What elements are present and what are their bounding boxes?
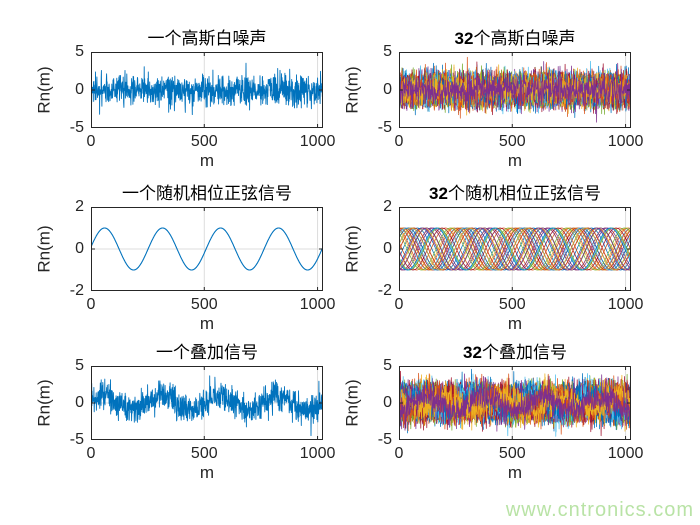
y-axis-label: Rn(m) [342, 379, 362, 427]
plot-title-text: 个高斯白噪声 [473, 29, 576, 48]
plot-canvas [399, 52, 631, 128]
x-tick-label: 1000 [299, 133, 336, 150]
x-tick-label: 500 [498, 296, 526, 313]
x-axis-label: m [507, 314, 523, 333]
y-tick-label: 0 [383, 81, 392, 98]
plot-title-text: 一个高斯白噪声 [147, 29, 267, 48]
y-tick-label: 0 [383, 394, 392, 411]
x-axis-label: m [507, 151, 523, 170]
y-axis-label: Rn(m) [34, 66, 54, 114]
plot-title: 一个叠加信号 [156, 344, 258, 361]
y-tick-label: 0 [383, 240, 392, 257]
x-tick-label: 500 [498, 445, 526, 462]
y-tick-label: -5 [377, 119, 392, 136]
subplot-superimposed-32: 32个叠加信号 Rn(m) m 0 500 1000 -5 0 5 [343, 344, 644, 481]
y-tick-label: 5 [75, 357, 84, 374]
plot-title-count: 32 [463, 343, 482, 362]
plot-canvas [399, 207, 631, 291]
subplot-sine-single: 一个随机相位正弦信号 Rn(m) m 0 500 1000 -2 0 2 [35, 185, 336, 332]
y-tick-label: 2 [75, 198, 84, 215]
plot-title-count: 32 [429, 184, 448, 203]
y-tick-label: 2 [383, 198, 392, 215]
x-tick-label: 500 [190, 133, 218, 150]
plot-canvas [91, 52, 323, 128]
x-tick-label: 500 [190, 445, 218, 462]
x-tick-label: 1000 [607, 296, 644, 313]
x-tick-label: 0 [86, 133, 96, 150]
y-tick-label: 0 [75, 240, 84, 257]
x-tick-label: 500 [190, 296, 218, 313]
plot-title-text: 一个叠加信号 [156, 343, 258, 362]
plot-canvas [91, 366, 323, 440]
x-tick-label: 1000 [607, 133, 644, 150]
plot-canvas [399, 366, 631, 440]
subplot-sine-32: 32个随机相位正弦信号 Rn(m) m 0 500 1000 -2 0 2 [343, 185, 644, 332]
plot-title: 32个随机相位正弦信号 [429, 185, 601, 202]
subplot-superimposed-single: 一个叠加信号 Rn(m) m 0 500 1000 -5 0 5 [35, 344, 336, 481]
y-axis-label: Rn(m) [34, 379, 54, 427]
watermark: www.cntronics.com [505, 499, 694, 521]
plot-title-count: 32 [454, 29, 474, 48]
x-axis-label: m [199, 314, 215, 333]
y-tick-label: -5 [377, 431, 392, 448]
y-tick-label: 5 [383, 43, 392, 60]
y-tick-label: -5 [69, 119, 84, 136]
x-tick-label: 1000 [607, 445, 644, 462]
y-tick-label: 5 [383, 357, 392, 374]
y-axis-label: Rn(m) [34, 225, 54, 273]
plot-title: 32个高斯白噪声 [455, 30, 576, 47]
y-tick-label: -2 [377, 282, 392, 299]
plot-canvas [91, 207, 323, 291]
y-tick-label: -2 [69, 282, 84, 299]
x-tick-label: 0 [394, 133, 404, 150]
x-tick-label: 0 [86, 296, 96, 313]
x-axis-label: m [199, 463, 215, 482]
y-tick-label: -5 [69, 431, 84, 448]
x-tick-label: 500 [498, 133, 526, 150]
plot-title-text: 一个随机相位正弦信号 [122, 184, 292, 203]
subplot-gaussian-noise-32: 32个高斯白噪声 Rn(m) m 0 500 1000 -5 0 5 [343, 30, 644, 169]
x-tick-label: 0 [394, 296, 404, 313]
x-tick-label: 0 [86, 445, 96, 462]
plot-title: 一个随机相位正弦信号 [122, 185, 292, 202]
plot-title: 一个高斯白噪声 [148, 30, 267, 47]
x-axis-label: m [507, 463, 523, 482]
x-tick-label: 1000 [299, 445, 336, 462]
y-tick-label: 0 [75, 394, 84, 411]
y-axis-label: Rn(m) [342, 66, 362, 114]
x-axis-label: m [199, 151, 215, 170]
plot-title: 32个叠加信号 [463, 344, 567, 361]
y-tick-label: 5 [75, 43, 84, 60]
plot-title-text: 个随机相位正弦信号 [447, 184, 601, 203]
y-tick-label: 0 [75, 81, 84, 98]
x-tick-label: 0 [394, 445, 404, 462]
y-axis-label: Rn(m) [342, 225, 362, 273]
subplot-gaussian-noise-single: 一个高斯白噪声 Rn(m) m 0 500 1000 -5 0 5 [35, 30, 336, 169]
plot-title-text: 个叠加信号 [481, 343, 567, 362]
x-tick-label: 1000 [299, 296, 336, 313]
